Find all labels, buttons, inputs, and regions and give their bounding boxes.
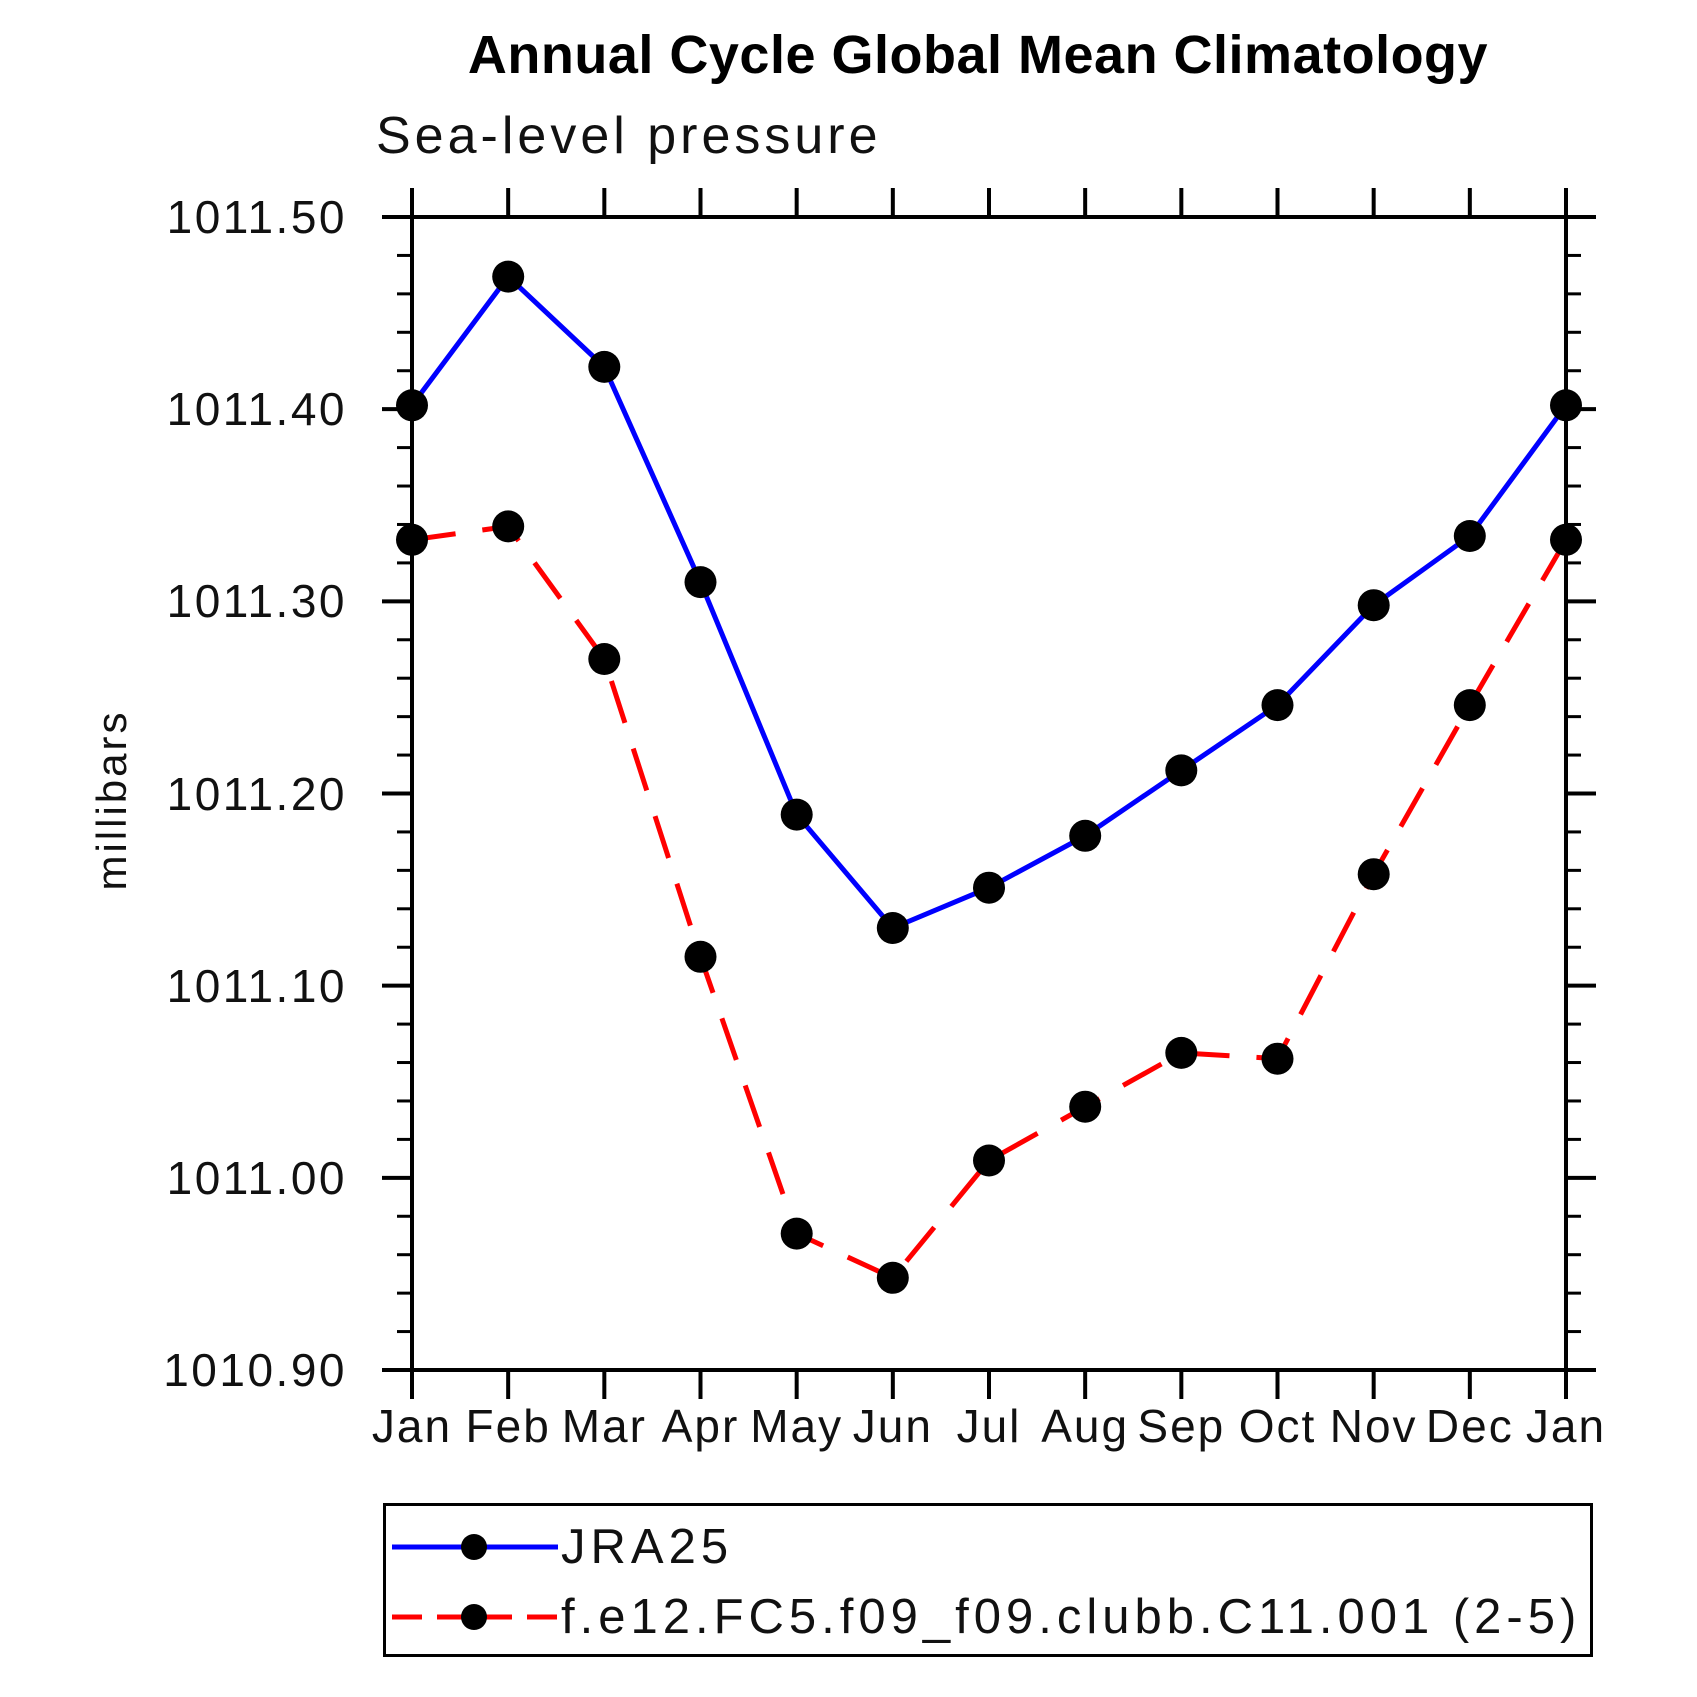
x-tick-label: Aug	[1041, 1400, 1130, 1452]
data-point-marker-series-0	[1069, 819, 1102, 852]
x-tick-label: Oct	[1238, 1400, 1317, 1452]
legend-samples	[392, 1534, 558, 1630]
axis-frame	[410, 215, 1568, 1372]
data-point-marker-series-0	[1165, 754, 1198, 787]
x-tick-label: Feb	[465, 1400, 551, 1452]
data-point-marker-series-1	[588, 643, 621, 675]
x-tick-label: Dec	[1425, 1400, 1514, 1452]
data-point-marker-series-0	[876, 912, 909, 944]
series-line-0	[409, 272, 1569, 932]
x-tick-label: Apr	[661, 1400, 740, 1452]
data-point-marker-series-0	[973, 871, 1005, 904]
data-point-marker-series-1	[1550, 523, 1582, 556]
data-point-marker-series-1	[684, 940, 717, 973]
legend-marker-jra25-icon	[461, 1534, 487, 1560]
y-tick-label: 1010.90	[163, 1344, 347, 1396]
legend-label-model: f.e12.FC5.f09_f09.clubb.C11.001 (2-5)	[561, 1590, 1582, 1644]
x-tick-label: May	[750, 1400, 844, 1452]
data-point-marker-series-0	[684, 566, 717, 599]
y-tick-label: 1011.20	[166, 767, 347, 820]
data-point-marker-series-1	[1453, 689, 1486, 722]
data-point-marker-series-1	[1069, 1090, 1102, 1123]
data-point-marker-series-0	[1357, 589, 1390, 622]
data-point-marker-series-1	[1261, 1042, 1294, 1075]
x-tick-label: Nov	[1329, 1400, 1418, 1452]
y-tick-label: 1011.00	[166, 1151, 347, 1204]
data-point-marker-series-0	[1453, 520, 1486, 552]
y-tick-label: 1011.30	[166, 575, 347, 628]
data-point-marker-series-1	[1165, 1036, 1198, 1069]
y-tick-label: 1011.40	[166, 383, 347, 436]
data-point-marker-series-1	[876, 1261, 909, 1294]
y-tick-label: 1011.50	[166, 191, 347, 243]
x-tick-label: Sep	[1137, 1400, 1226, 1452]
data-point-marker-series-0	[1550, 389, 1582, 422]
legend-marker-model-icon	[461, 1604, 487, 1630]
data-point-marker-series-0	[780, 798, 813, 831]
chart-subtitle: Sea-level pressure	[376, 107, 882, 165]
legend: JRA25 f.e12.FC5.f09_f09.clubb.C11.001 (2…	[383, 1503, 1593, 1657]
data-point-marker-series-1	[973, 1144, 1005, 1177]
chart-title: Annual Cycle Global Mean Climatology	[467, 25, 1489, 85]
data-point-marker-series-1	[396, 523, 428, 556]
data-point-marker-series-1	[1357, 858, 1390, 891]
data-point-marker-series-0	[1261, 689, 1294, 722]
x-tick-label: Jun	[852, 1400, 933, 1452]
data-point-marker-series-0	[396, 389, 428, 422]
y-tick-label: 1011.10	[166, 959, 347, 1012]
data-point-marker-series-0	[588, 350, 621, 383]
legend-label-jra25: JRA25	[561, 1520, 734, 1574]
data-point-marker-series-1	[780, 1217, 813, 1250]
data-point-marker-series-1	[492, 510, 525, 543]
x-tick-label: Jan	[1525, 1400, 1607, 1452]
data-point-marker-series-0	[492, 260, 525, 293]
x-tick-label: Jul	[956, 1400, 1022, 1452]
x-tick-label: Jan	[371, 1400, 453, 1452]
x-tick-label: Mar	[561, 1400, 647, 1452]
